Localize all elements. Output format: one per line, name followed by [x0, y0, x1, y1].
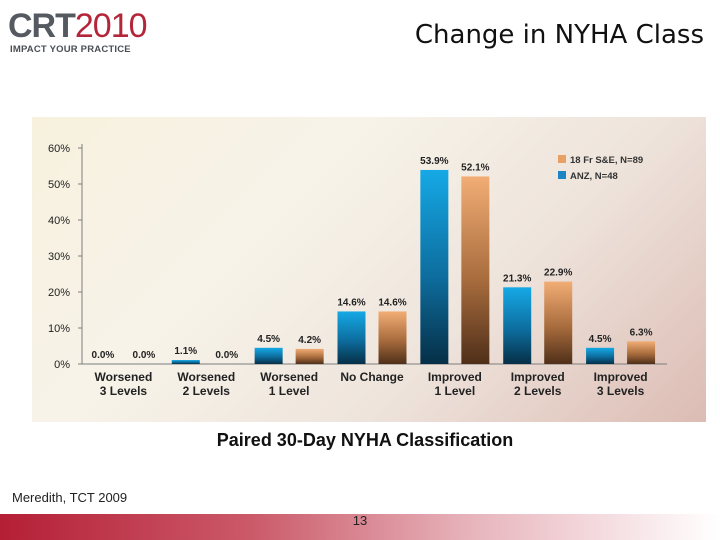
data-label: 1.1%	[174, 346, 197, 357]
logo-wordmark: CRT2010	[8, 6, 148, 46]
bar	[544, 281, 573, 364]
legend-swatch	[558, 155, 566, 163]
data-label: 21.3%	[503, 273, 531, 284]
chart-background	[32, 117, 706, 422]
y-tick-label: 10%	[48, 323, 70, 335]
y-tick-label: 20%	[48, 287, 70, 299]
x-tick-label: Worsened	[260, 370, 318, 384]
data-label: 52.1%	[461, 162, 489, 173]
logo-year: 2010	[74, 7, 148, 45]
logo-brand: CRT	[8, 7, 76, 45]
x-tick-label: Worsened	[177, 370, 235, 384]
y-tick-label: 60%	[48, 143, 70, 155]
footer-bar	[0, 514, 720, 540]
data-label: 4.5%	[589, 334, 612, 345]
x-tick-label: 2 Levels	[514, 384, 562, 398]
x-tick-label: 2 Levels	[183, 384, 231, 398]
data-label: 4.2%	[298, 335, 321, 346]
page-number: 13	[352, 513, 368, 528]
x-tick-label: 1 Level	[435, 384, 476, 398]
bar	[586, 347, 615, 364]
bar	[337, 311, 366, 364]
data-label: 4.5%	[257, 334, 280, 345]
x-axis-label: Paired 30-Day NYHA Classification	[216, 430, 514, 450]
x-tick-label: Improved	[428, 370, 482, 384]
data-label: 14.6%	[378, 297, 406, 308]
logo-tagline: IMPACT YOUR PRACTICE	[10, 44, 131, 55]
y-tick-label: 30%	[48, 251, 70, 263]
x-tick-label: No Change	[340, 370, 404, 384]
slide-title: Change in NYHA Class	[414, 20, 704, 50]
y-tick-label: 0%	[54, 359, 70, 371]
bar	[461, 176, 490, 364]
x-tick-label: Worsened	[95, 370, 153, 384]
data-label: 0.0%	[92, 350, 115, 361]
bar	[254, 347, 283, 364]
data-label: 6.3%	[630, 327, 653, 338]
legend-label: ANZ, N=48	[570, 171, 618, 182]
bar	[378, 311, 407, 364]
data-label: 14.6%	[337, 297, 365, 308]
x-tick-label: 3 Levels	[100, 384, 148, 398]
legend-label: 18 Fr S&E, N=89	[570, 155, 643, 166]
x-tick-label: Improved	[594, 370, 648, 384]
data-label: 0.0%	[215, 350, 238, 361]
source-citation: Meredith, TCT 2009	[12, 490, 128, 505]
y-tick-label: 50%	[48, 179, 70, 191]
x-tick-label: Improved	[511, 370, 565, 384]
data-label: 0.0%	[133, 350, 156, 361]
bar	[503, 287, 532, 364]
legend-swatch	[558, 171, 566, 179]
bar	[171, 360, 200, 364]
bar	[627, 341, 656, 364]
data-label: 53.9%	[420, 156, 448, 167]
data-label: 22.9%	[544, 268, 572, 279]
bar	[295, 348, 324, 364]
x-tick-label: 1 Level	[269, 384, 310, 398]
crt-2010-logo: CRT2010 IMPACT YOUR PRACTICE	[6, 6, 156, 58]
y-tick-label: 40%	[48, 215, 70, 227]
bar	[420, 169, 449, 364]
x-tick-label: 3 Levels	[597, 384, 645, 398]
